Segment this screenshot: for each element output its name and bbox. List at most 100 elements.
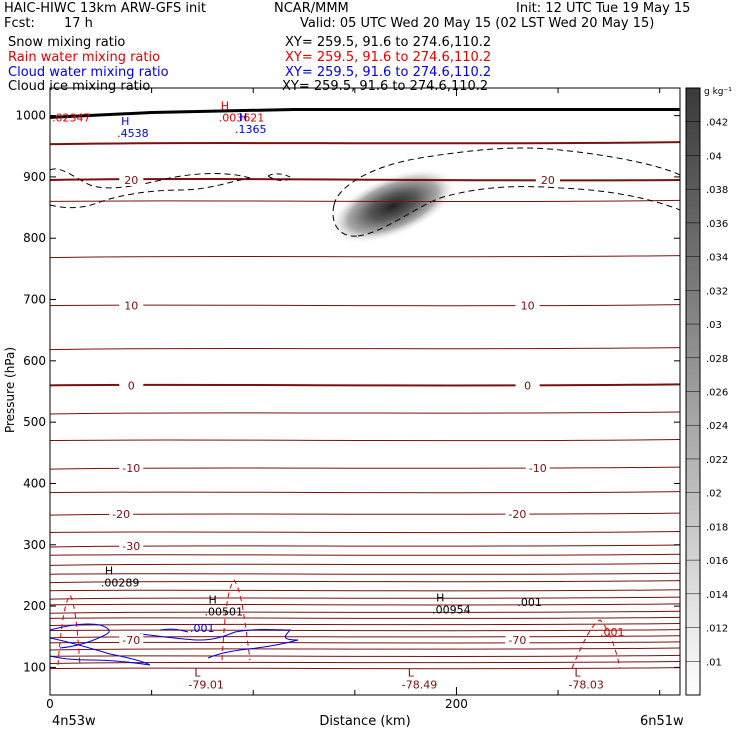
cloud-water-contour-label: .001 bbox=[190, 622, 215, 635]
x-tick-label: 200 bbox=[445, 697, 468, 711]
colorbar-label: .014 bbox=[706, 590, 728, 601]
isotherm-line bbox=[50, 635, 680, 639]
right-endpoint-label: 6n51w bbox=[640, 714, 684, 729]
colorbar-units: g kg⁻¹ bbox=[704, 87, 732, 97]
rain-max-value: .003621 bbox=[219, 112, 264, 125]
ice-max-value: .00501 bbox=[205, 605, 244, 618]
legend-cloud-ice-xy: XY= 259.5, 91.6 to 274.6,110.2 bbox=[282, 79, 489, 94]
isotherm-line bbox=[50, 641, 680, 644]
isotherm-label: 10 bbox=[521, 300, 535, 313]
colorbar-label: .026 bbox=[706, 388, 728, 399]
isotherm-line bbox=[50, 512, 680, 516]
isotherm-line bbox=[50, 531, 680, 534]
isotherm-label-bg bbox=[505, 508, 530, 521]
temperature-low-value: -78.03 bbox=[568, 679, 603, 692]
isotherm-line bbox=[50, 616, 680, 620]
temperature-low-value: -79.01 bbox=[188, 679, 223, 692]
isotherm-line bbox=[50, 562, 680, 566]
isotherm-label-bg bbox=[119, 173, 144, 186]
init-time: Init: 12 UTC Tue 19 May 15 bbox=[516, 1, 691, 16]
rain-contour-line bbox=[57, 594, 81, 666]
isotherm-label-bg bbox=[119, 540, 144, 553]
org-label: NCAR/MMM bbox=[274, 1, 349, 16]
isotherm-line bbox=[50, 629, 680, 632]
cloud-water-max-marker: H bbox=[239, 111, 247, 124]
isotherm-label: 20 bbox=[124, 174, 138, 187]
fcst-label: Fcst: bbox=[4, 16, 35, 31]
colorbar-label: .038 bbox=[706, 185, 728, 196]
cloud-water-contour-line bbox=[139, 628, 299, 659]
isotherm-line bbox=[50, 647, 680, 651]
isotherm-label-bg bbox=[119, 299, 144, 312]
isotherm-label: -70 bbox=[508, 634, 526, 647]
isotherm-label-bg bbox=[525, 462, 550, 475]
colorbar-label: .024 bbox=[706, 421, 728, 432]
x-axis-label: Distance (km) bbox=[319, 714, 410, 729]
isotherm-line bbox=[50, 347, 680, 351]
model-title: HAIC-HIWC 13km ARW-GFS init bbox=[4, 1, 206, 16]
colorbar-label: .03 bbox=[706, 320, 722, 331]
cloud-water-contours bbox=[50, 623, 299, 666]
cloud-water-max-value: .4538 bbox=[117, 127, 148, 140]
isotherm-label: -10 bbox=[529, 462, 547, 475]
y-tick-label: 600 bbox=[23, 354, 46, 368]
isotherm-line bbox=[50, 661, 680, 665]
isotherm-line bbox=[50, 383, 680, 387]
ice-max-marker: H bbox=[436, 591, 444, 604]
legend-cloud-water-name: Cloud water mixing ratio bbox=[8, 65, 169, 80]
colorbar: g kg⁻¹ .01 .012 .014 .016 .018 .02 .022 .024 .02… bbox=[685, 87, 732, 696]
legend-cloud-ice-name: Cloud ice mixing ratio bbox=[8, 79, 151, 94]
colorbar-label: .028 bbox=[706, 354, 728, 365]
isotherm-line bbox=[50, 199, 680, 203]
isotherm-label: -10 bbox=[122, 462, 140, 475]
isotherm-line bbox=[50, 596, 680, 600]
isotherm-label: -20 bbox=[112, 508, 130, 521]
rain-max-marker: H bbox=[221, 100, 229, 113]
isotherm-line bbox=[50, 411, 680, 415]
y-tick-label: 400 bbox=[23, 476, 46, 490]
isotherm-label: 20 bbox=[541, 174, 555, 187]
isotherm-line bbox=[50, 439, 680, 442]
temperature-low-marker: L bbox=[194, 667, 201, 680]
colorbar-label: .018 bbox=[706, 522, 728, 533]
colorbar-label: .04 bbox=[706, 151, 722, 162]
isotherm-line bbox=[50, 580, 680, 584]
colorbar-label: .016 bbox=[706, 556, 728, 567]
cloud-water-max-value: .1365 bbox=[235, 123, 267, 136]
isotherm-line bbox=[50, 572, 680, 575]
y-axis-label: Pressure (hPa) bbox=[3, 347, 17, 433]
colorbar-label: .012 bbox=[706, 624, 728, 635]
isotherm-line bbox=[50, 610, 680, 614]
temperature-low-marker: L bbox=[408, 667, 415, 680]
legend-snow-xy: XY= 259.5, 91.6 to 274.6,110.2 bbox=[285, 35, 492, 50]
isotherm-label: 0 bbox=[128, 379, 135, 392]
legend-rain-name: Rain water mixing ratio bbox=[8, 50, 161, 65]
legend-rain-xy: XY= 259.5, 91.6 to 274.6,110.2 bbox=[285, 50, 492, 65]
y-tick-label: 700 bbox=[23, 293, 46, 307]
ground-surface-line bbox=[50, 107, 680, 119]
x-tick-label: 0 bbox=[46, 697, 54, 711]
ice-contour-label: .001 bbox=[517, 596, 542, 609]
isotherm-line bbox=[50, 603, 680, 606]
ice-max-value: .00289 bbox=[101, 576, 140, 589]
isotherm-label: -20 bbox=[508, 508, 526, 521]
valid-time: Valid: 05 UTC Wed 20 May 15 (02 LST Wed … bbox=[300, 16, 655, 31]
isotherm-label-bg bbox=[119, 462, 144, 475]
rain-contour-line bbox=[221, 579, 251, 661]
isotherm-label-bg bbox=[515, 299, 540, 312]
isotherm-label: -70 bbox=[122, 634, 140, 647]
y-tick-label: 200 bbox=[23, 599, 46, 613]
isotherm-label: -30 bbox=[122, 540, 140, 553]
cloud-ice-contours bbox=[50, 147, 680, 237]
cloud-water-max-marker: H bbox=[121, 115, 129, 128]
isotherm-line bbox=[50, 622, 680, 626]
colorbar-label: .034 bbox=[706, 253, 728, 264]
ice-max-value: .00954 bbox=[432, 603, 471, 616]
legend-snow-name: Snow mixing ratio bbox=[8, 35, 126, 50]
rain-contour-label: .001 bbox=[600, 626, 625, 639]
isotherm-line bbox=[50, 544, 680, 548]
isotherm-line bbox=[50, 589, 680, 592]
snow-max-shading bbox=[328, 168, 458, 244]
